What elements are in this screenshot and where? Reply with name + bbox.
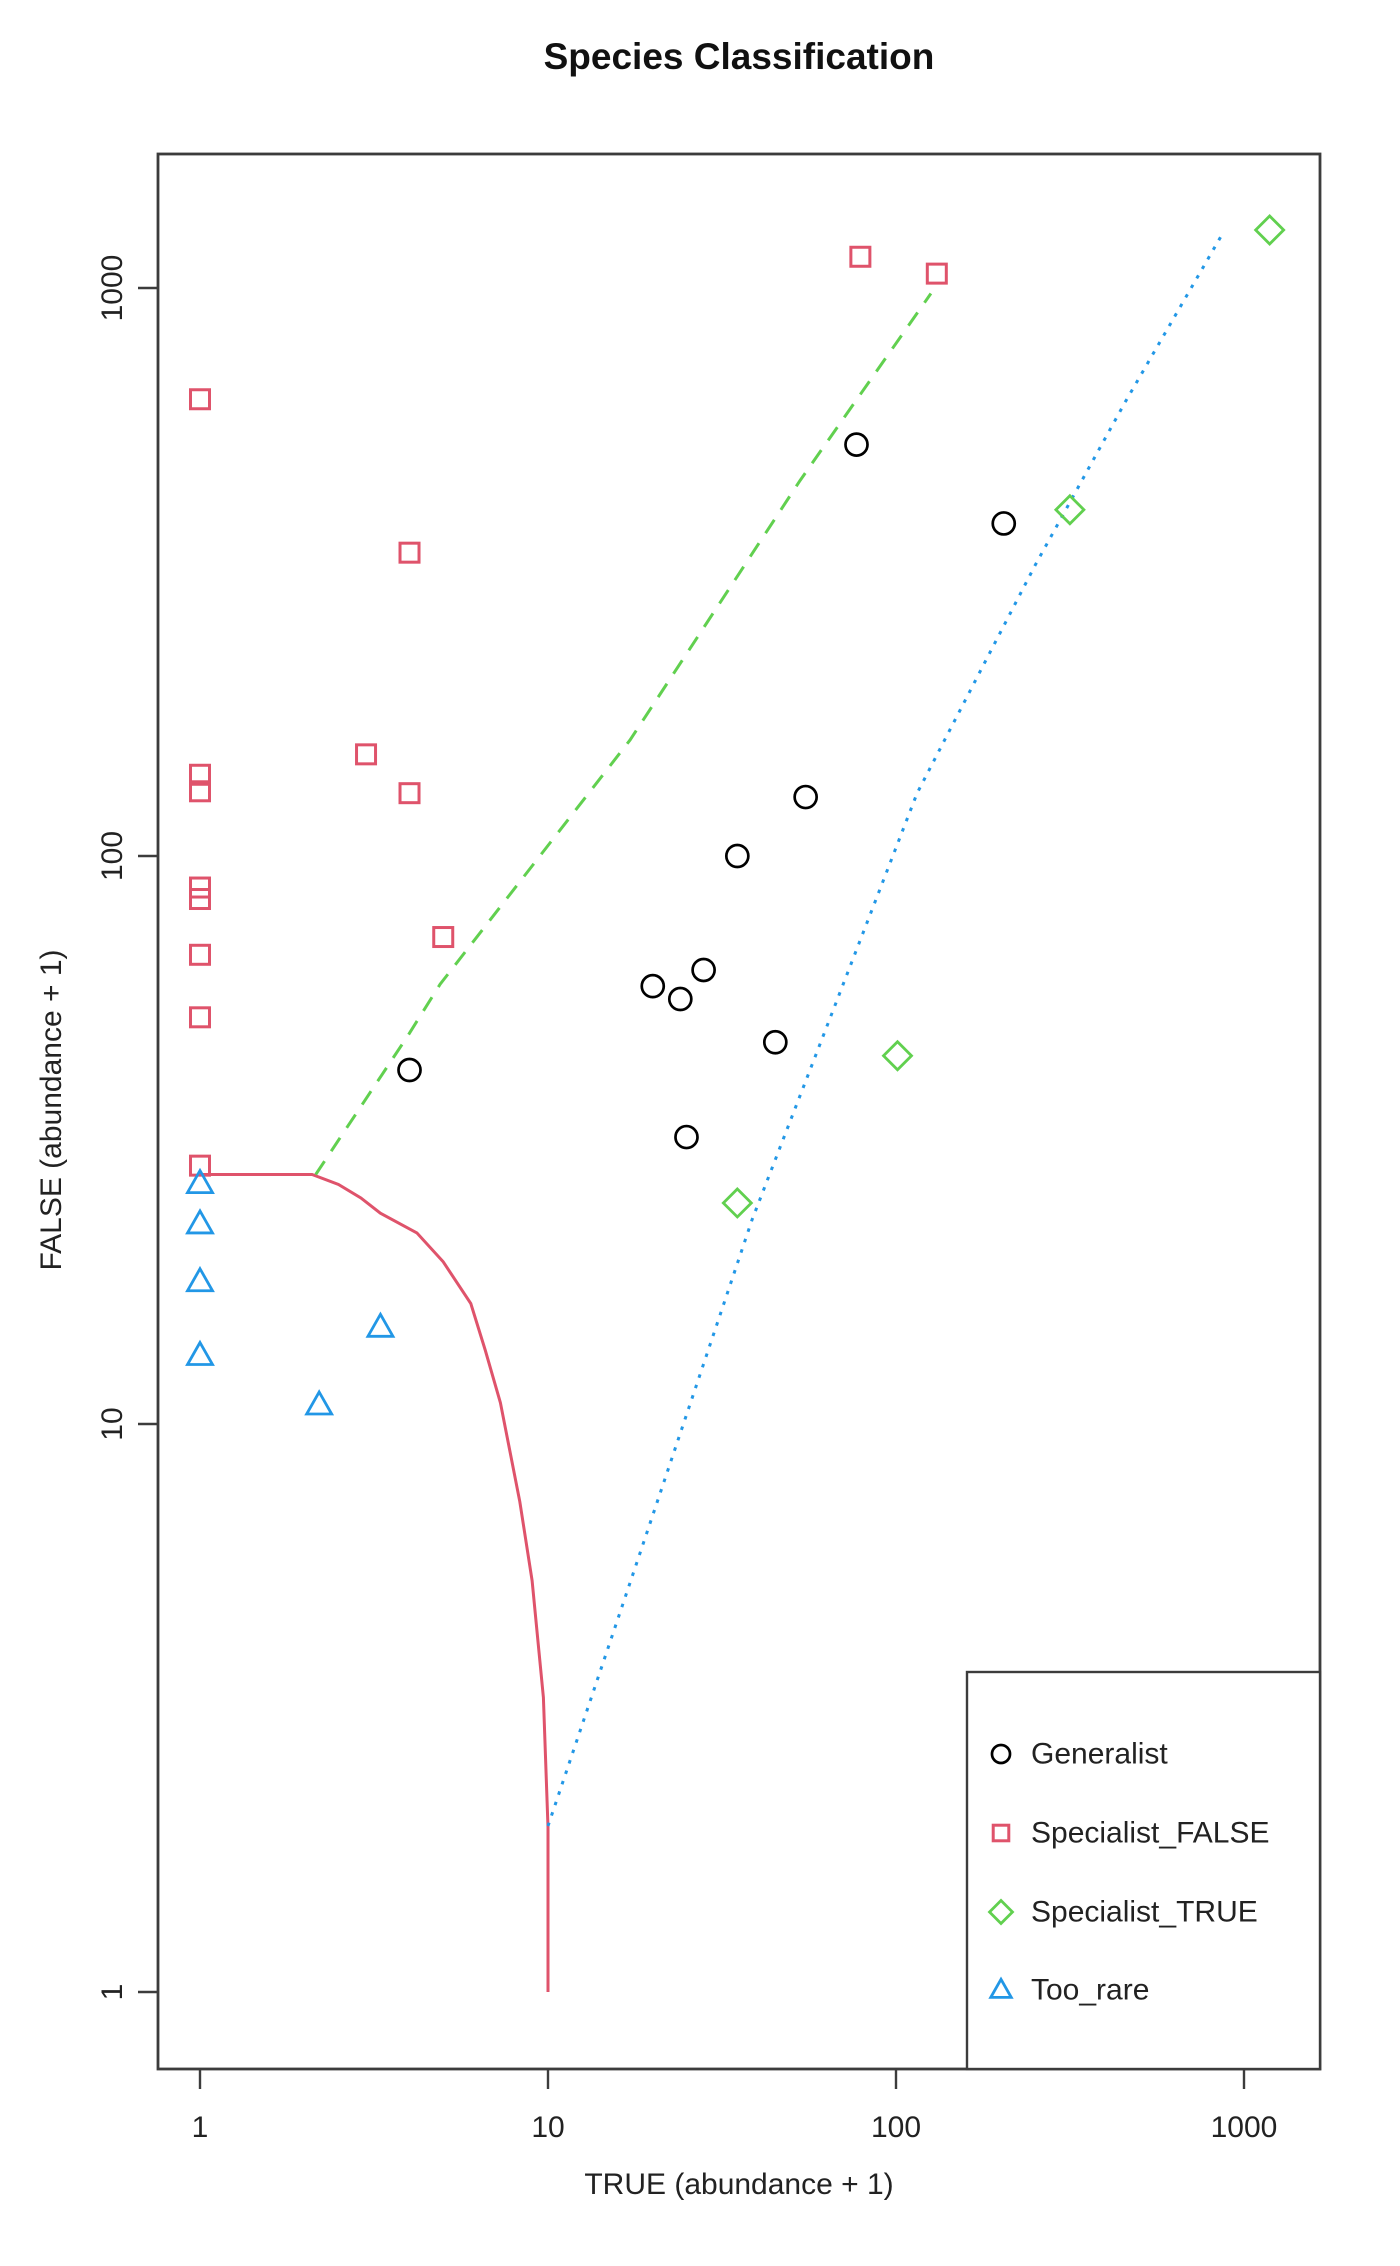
chart-title: Species Classification: [543, 36, 935, 77]
data-point-specialist_false: [189, 780, 211, 803]
y-tick-label: 1: [96, 1984, 129, 2001]
data-point-specialist_true: [881, 1039, 914, 1072]
legend-label-specialist_false: Specialist_FALSE: [1031, 1817, 1269, 1850]
data-point-specialist_false: [189, 943, 211, 966]
data-point-specialist_false: [355, 743, 378, 766]
data-point-generalist: [397, 1057, 422, 1083]
data-point-specialist_false: [189, 1006, 211, 1029]
boundary-line-too-rare-boundary: [200, 1173, 550, 1992]
data-point-specialist_true: [721, 1186, 754, 1219]
legend-swatch-too_rare: [988, 1976, 1014, 1999]
data-point-too_rare: [185, 1208, 215, 1235]
data-point-too_rare: [365, 1311, 396, 1338]
legend-label-specialist_true: Specialist_TRUE: [1031, 1896, 1258, 1929]
data-point-specialist_false: [849, 245, 872, 268]
y-tick-label: 100: [96, 831, 129, 881]
x-tick-label: 10: [531, 2111, 564, 2144]
legend-swatch-generalist: [990, 1743, 1012, 1765]
data-point-generalist: [793, 784, 818, 810]
data-point-generalist: [991, 511, 1017, 536]
data-point-specialist_false: [189, 763, 211, 786]
data-point-generalist: [640, 973, 666, 999]
data-point-specialist_false: [398, 782, 421, 805]
data-point-generalist: [844, 432, 869, 457]
data-point-specialist_false: [398, 541, 421, 564]
data-point-generalist: [674, 1124, 699, 1150]
data-point-specialist_false: [925, 262, 948, 285]
boundary-line-specialist-true-boundary: [314, 292, 933, 1176]
data-point-too_rare: [185, 1265, 215, 1293]
legend-swatch-specialist_false: [991, 1823, 1011, 1843]
data-point-too_rare: [185, 1339, 215, 1366]
data-point-generalist: [762, 1029, 788, 1055]
data-point-specialist_true: [1253, 214, 1286, 246]
x-axis-title: TRUE (abundance + 1): [584, 2168, 894, 2201]
data-point-generalist: [724, 843, 750, 869]
x-tick-label: 1000: [1211, 2111, 1278, 2144]
y-tick-label: 1000: [96, 255, 129, 322]
boundary-line-specialist-false-boundary: [546, 231, 1225, 1827]
data-point-specialist_false: [189, 888, 211, 911]
plot-border: [156, 152, 1322, 2071]
x-tick-label: 1: [192, 2111, 209, 2144]
x-tick-label: 100: [871, 2111, 921, 2144]
legend-box: [965, 1670, 1322, 2071]
data-point-too_rare: [304, 1389, 335, 1416]
data-point-specialist_false: [189, 876, 211, 899]
data-point-generalist: [691, 957, 716, 983]
data-point-specialist_false: [432, 926, 455, 949]
y-tick-label: 10: [96, 1407, 129, 1440]
legend-label-too_rare: Too_rare: [1031, 1974, 1149, 2007]
data-point-generalist: [667, 986, 693, 1012]
legend-swatch-specialist_true: [987, 1898, 1015, 1926]
data-point-specialist_false: [189, 388, 211, 411]
data-point-too_rare: [185, 1167, 215, 1194]
legend-label-generalist: Generalist: [1031, 1738, 1168, 1771]
data-point-specialist_true: [1053, 493, 1086, 526]
data-point-specialist_false: [189, 1154, 211, 1177]
